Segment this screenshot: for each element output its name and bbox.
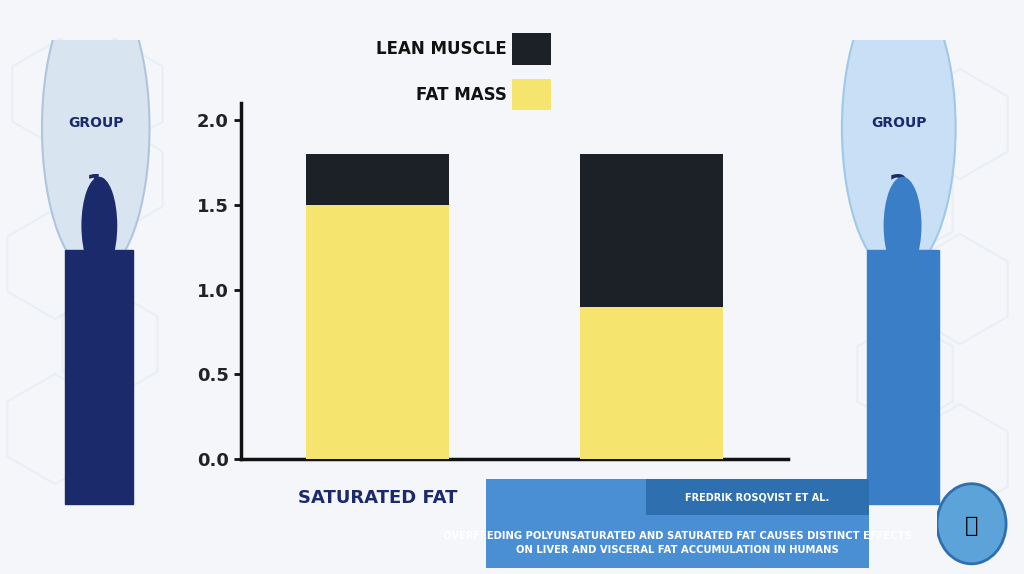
Text: 2: 2 [889,173,908,200]
Text: FAT MASS: FAT MASS [416,86,507,104]
Circle shape [82,177,117,274]
Text: SATURATED FAT: SATURATED FAT [298,489,458,507]
Bar [581,154,723,307]
Text: GROUP: GROUP [871,116,927,130]
Bar [306,154,449,205]
Text: 📖: 📖 [965,515,978,536]
Circle shape [42,0,150,274]
Text: FREDRIK ROSQVIST ET AL.: FREDRIK ROSQVIST ET AL. [685,492,829,502]
Text: OVERFEEDING POLYUNSATURATED AND SATURATED FAT CAUSES DISTINCT EFFECTS
ON LIVER A: OVERFEEDING POLYUNSATURATED AND SATURATE… [443,532,912,556]
Text: UNSATURATED FAT: UNSATURATED FAT [557,489,746,507]
Bar [66,250,133,504]
Circle shape [842,0,955,274]
Bar [581,307,723,459]
Bar [866,250,939,504]
FancyBboxPatch shape [646,479,869,515]
Text: GROUP: GROUP [68,116,124,130]
Text: LEAN MUSCLE: LEAN MUSCLE [376,40,507,58]
Text: 1: 1 [86,173,105,200]
Circle shape [937,484,1006,564]
FancyBboxPatch shape [486,479,869,568]
Circle shape [884,177,922,274]
Bar [306,205,449,459]
